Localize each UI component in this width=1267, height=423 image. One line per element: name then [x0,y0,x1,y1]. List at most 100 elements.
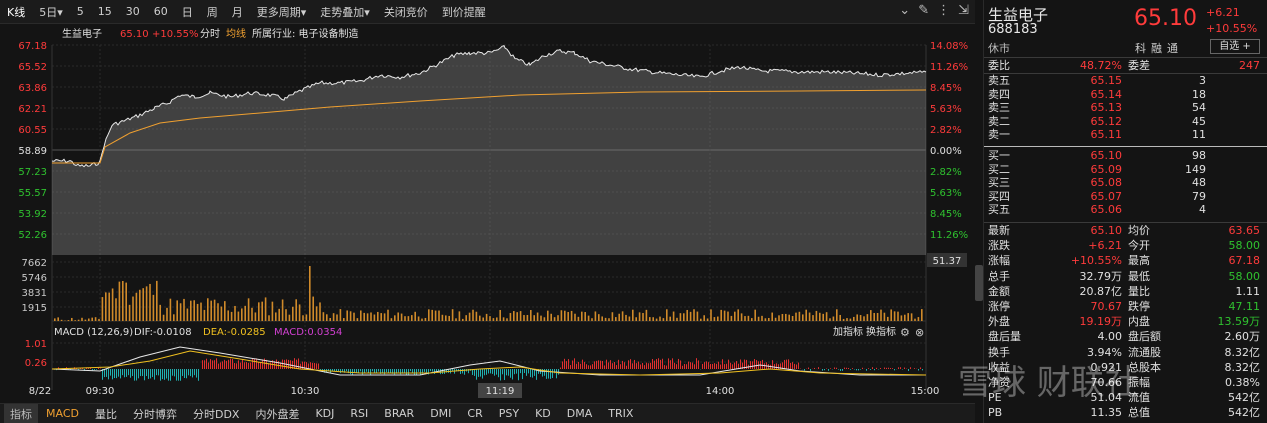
macd-bar [350,369,351,375]
macd-bar [694,364,695,369]
toolbar-item[interactable]: 30 [125,5,140,18]
volume-bar [533,315,535,321]
toolbar-item[interactable]: 走势叠加▾ [320,5,370,19]
dropdown-circle-icon[interactable]: ⌄ [899,3,911,18]
stat-value: 58.00 [1228,269,1261,283]
stat-value: 70.67 [1090,300,1123,313]
indicator-tab[interactable]: CR [467,407,483,420]
macd-bar [462,369,463,374]
macd-bar [868,368,869,369]
macd-bar [464,369,465,375]
add-indicator-button[interactable]: 加指标 [833,325,863,338]
macd-bar [204,360,205,369]
volume-bar [594,311,597,321]
indicator-tab[interactable]: DMA [566,407,593,420]
toolbar-item[interactable]: K线 [7,5,26,19]
macd-bar [516,369,517,374]
indicator-tab[interactable]: PSY [498,407,520,420]
macd-bar [512,369,513,380]
indicator-tab[interactable]: RSI [350,407,369,420]
indicator-tab[interactable]: 分时博弈 [132,407,177,421]
chart-svg[interactable]: 生益电子 65.10 +10.55% 分时 均线 所属行业: 电子设备制造 67… [0,25,975,400]
toolbar-item[interactable]: 月 [231,5,243,19]
volume-bar [734,311,736,321]
indicator-tab[interactable]: 量比 [94,407,117,421]
stat-row: 外盘 19.19万 内盘 13.59万 [984,315,1267,329]
volume-bar [642,313,644,321]
macd-bar [400,369,401,375]
toolbar-item[interactable]: 5日▾ [39,5,63,19]
indicator-tab[interactable]: 分时DDX [192,407,240,421]
toolbar-item[interactable]: 日 [181,5,193,19]
indicator-tab[interactable]: TRIX [608,407,634,420]
period-toolbar: K线 5日▾ 5 15 30 60 日周月更多周期▾ 走势叠加▾ 关闭竞价 到价提醒 ⌄ ✎ ⋮ … [0,0,975,24]
macd-bar [638,361,639,369]
macd-bar [422,369,423,374]
stock-name: 生益电子 [988,6,1049,24]
time-cursor-box [478,383,522,398]
indicator-tab[interactable]: KD [535,407,551,420]
volume-bar [856,314,858,321]
volume-bar [802,314,804,321]
toolbar-item[interactable]: 60 [153,5,168,18]
indicator-tab[interactable]: KDJ [315,407,335,420]
stat-row: PE 51.04 流值 542亿 [984,391,1267,405]
volume-bar [757,316,760,321]
more-icon[interactable]: ⋮ [937,3,951,18]
macd-bar [706,361,707,369]
volume-bar [57,317,59,321]
macd-bar [234,363,235,369]
toolbar-item[interactable]: 到价提醒 [441,5,486,19]
macd-bar [336,369,337,372]
volume-bar [574,313,576,321]
macd-bar [486,369,487,375]
volume-bar [584,312,586,321]
change-indicator-button[interactable]: 换指标 [866,325,896,338]
macd-bar [268,363,269,369]
volume-bar [169,298,172,321]
toolbar-item[interactable]: 5 [76,5,84,18]
macd-bar [672,358,673,369]
toolbar-item[interactable]: 周 [206,5,218,19]
indicator-tab[interactable]: MACD [46,407,79,420]
volume-bar [737,309,739,321]
volume-bar [543,317,546,321]
ask-label: 卖五 [988,74,1010,87]
macd-bar [366,369,367,372]
ask-label: 卖一 [988,128,1010,141]
legend-name: 生益电子 [62,27,102,40]
macd-bar [620,364,621,369]
pen-icon[interactable]: ✎ [918,3,930,18]
collapse-icon[interactable]: ⇲ [958,3,969,18]
macd-bar [256,358,257,369]
chart-grid [51,44,927,390]
macd-bar [734,362,735,369]
toolbar-item[interactable]: 关闭竞价 [383,5,428,19]
macd-bar [458,369,459,372]
volume-bar [315,306,318,321]
indicator-tab[interactable]: DMI [430,407,452,420]
add-favorite-button[interactable]: 自选 + [1210,39,1260,54]
macd-bar [308,363,309,369]
volume-bar [853,316,855,321]
volume-bar [135,292,138,321]
macd-bar [116,369,117,379]
toolbar-item[interactable]: 更多周期▾ [256,5,307,19]
macd-bar [792,362,793,369]
bid-price: 65.08 [1090,176,1123,189]
intraday-chart[interactable]: 生益电子 65.10 +10.55% 分时 均线 所属行业: 电子设备制造 67… [0,25,975,400]
gear-icon[interactable]: ⚙ [900,326,910,339]
close-icon[interactable]: ⊗ [915,326,924,339]
macd-bar [426,369,427,374]
volume-bar [84,319,87,321]
indicator-tab[interactable]: 内外盘差 [255,407,300,421]
volume-bar [363,312,365,321]
indicator-tab[interactable]: BRAR [384,407,415,420]
macd-bar [176,369,177,381]
splitter-handle[interactable] [975,265,983,301]
volume-bar [832,316,835,321]
stat-label: 总股本 [1128,360,1161,374]
toolbar-item[interactable]: 15 [97,5,112,18]
bid-row: 买五 65.06 4 [984,203,1267,217]
stat-value: 4.00 [1097,330,1123,344]
